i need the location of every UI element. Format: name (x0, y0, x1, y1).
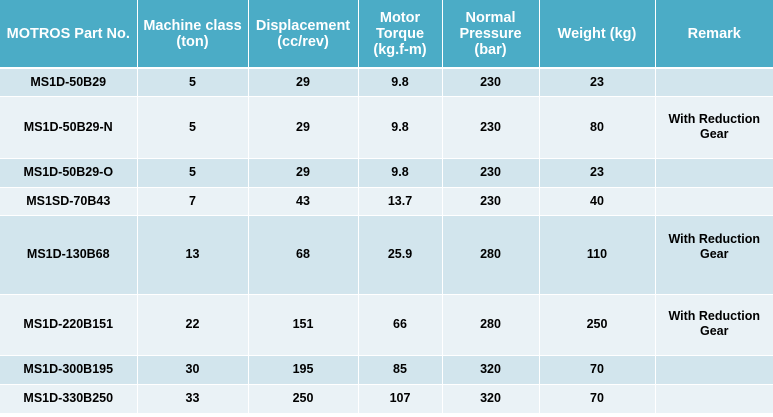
cell-remark: With Reduction Gear (655, 215, 773, 295)
cell-part-no: MS1D-300B195 (0, 355, 138, 385)
table-row: MS1SD-70B43 7 43 13.7 230 40 (0, 187, 773, 216)
cell-displacement: 195 (248, 355, 359, 385)
table-row: MS1D-50B29-N 5 29 9.8 230 80 With Reduct… (0, 96, 773, 159)
header-motor-torque: Motor Torque (kg.f-m) (358, 0, 443, 69)
cell-normal-pressure: 280 (442, 294, 540, 356)
cell-normal-pressure: 230 (442, 187, 540, 216)
cell-motor-torque: 66 (358, 294, 443, 356)
cell-weight: 250 (539, 294, 656, 356)
cell-machine-class: 5 (137, 68, 249, 97)
cell-displacement: 43 (248, 187, 359, 216)
cell-motor-torque: 13.7 (358, 187, 443, 216)
cell-motor-torque: 25.9 (358, 215, 443, 295)
table-row: MS1D-300B195 30 195 85 320 70 (0, 355, 773, 385)
cell-weight: 70 (539, 355, 656, 385)
cell-normal-pressure: 320 (442, 384, 540, 414)
header-normal-pressure: Normal Pressure (bar) (442, 0, 540, 69)
cell-motor-torque: 9.8 (358, 68, 443, 97)
cell-machine-class: 5 (137, 96, 249, 159)
cell-displacement: 68 (248, 215, 359, 295)
header-row: MOTROS Part No. Machine class (ton) Disp… (0, 0, 773, 69)
cell-weight: 80 (539, 96, 656, 159)
cell-remark (655, 187, 773, 216)
cell-remark: With Reduction Gear (655, 96, 773, 159)
cell-machine-class: 13 (137, 215, 249, 295)
table-row: MS1D-220B151 22 151 66 280 250 With Redu… (0, 294, 773, 356)
header-machine-class: Machine class (ton) (137, 0, 249, 69)
cell-weight: 110 (539, 215, 656, 295)
cell-displacement: 29 (248, 68, 359, 97)
cell-weight: 40 (539, 187, 656, 216)
cell-normal-pressure: 280 (442, 215, 540, 295)
cell-displacement: 250 (248, 384, 359, 414)
cell-part-no: MS1D-130B68 (0, 215, 138, 295)
table-row: MS1D-330B250 33 250 107 320 70 (0, 384, 773, 414)
cell-displacement: 29 (248, 96, 359, 159)
cell-machine-class: 30 (137, 355, 249, 385)
cell-machine-class: 5 (137, 158, 249, 188)
cell-normal-pressure: 230 (442, 68, 540, 97)
cell-motor-torque: 9.8 (358, 158, 443, 188)
cell-remark (655, 68, 773, 97)
cell-machine-class: 7 (137, 187, 249, 216)
cell-weight: 23 (539, 158, 656, 188)
cell-machine-class: 22 (137, 294, 249, 356)
cell-displacement: 151 (248, 294, 359, 356)
cell-machine-class: 33 (137, 384, 249, 414)
header-weight: Weight (kg) (539, 0, 656, 69)
cell-remark (655, 158, 773, 188)
cell-part-no: MS1D-220B151 (0, 294, 138, 356)
header-displacement: Displacement (cc/rev) (248, 0, 359, 69)
table-row: MS1D-130B68 13 68 25.9 280 110 With Redu… (0, 215, 773, 295)
cell-part-no: MS1SD-70B43 (0, 187, 138, 216)
cell-motor-torque: 9.8 (358, 96, 443, 159)
cell-motor-torque: 85 (358, 355, 443, 385)
cell-part-no: MS1D-50B29 (0, 68, 138, 97)
cell-normal-pressure: 230 (442, 158, 540, 188)
table-row: MS1D-50B29-O 5 29 9.8 230 23 (0, 158, 773, 188)
cell-displacement: 29 (248, 158, 359, 188)
cell-normal-pressure: 320 (442, 355, 540, 385)
cell-normal-pressure: 230 (442, 96, 540, 159)
cell-remark (655, 355, 773, 385)
cell-weight: 23 (539, 68, 656, 97)
cell-remark: With Reduction Gear (655, 294, 773, 356)
header-part-no: MOTROS Part No. (0, 0, 138, 69)
cell-weight: 70 (539, 384, 656, 414)
cell-motor-torque: 107 (358, 384, 443, 414)
cell-part-no: MS1D-50B29-N (0, 96, 138, 159)
table-row: MS1D-50B29 5 29 9.8 230 23 (0, 68, 773, 97)
cell-part-no: MS1D-330B250 (0, 384, 138, 414)
cell-part-no: MS1D-50B29-O (0, 158, 138, 188)
header-remark: Remark (655, 0, 773, 69)
cell-remark (655, 384, 773, 414)
